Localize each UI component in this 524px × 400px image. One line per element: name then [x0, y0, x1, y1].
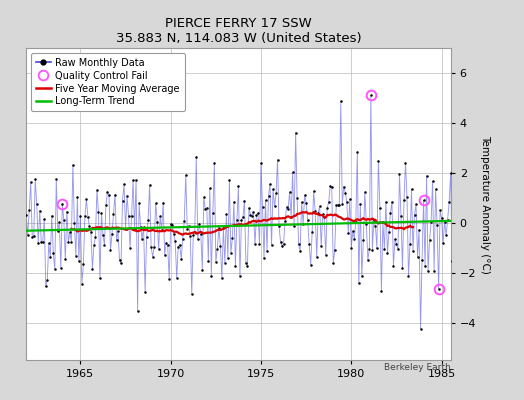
Text: Berkeley Earth: Berkeley Earth: [384, 363, 451, 372]
Title: PIERCE FERRY 17 SSW
35.883 N, 114.083 W (United States): PIERCE FERRY 17 SSW 35.883 N, 114.083 W …: [116, 18, 361, 46]
Y-axis label: Temperature Anomaly (°C): Temperature Anomaly (°C): [480, 134, 490, 274]
Legend: Raw Monthly Data, Quality Control Fail, Five Year Moving Average, Long-Term Tren: Raw Monthly Data, Quality Control Fail, …: [31, 53, 185, 111]
